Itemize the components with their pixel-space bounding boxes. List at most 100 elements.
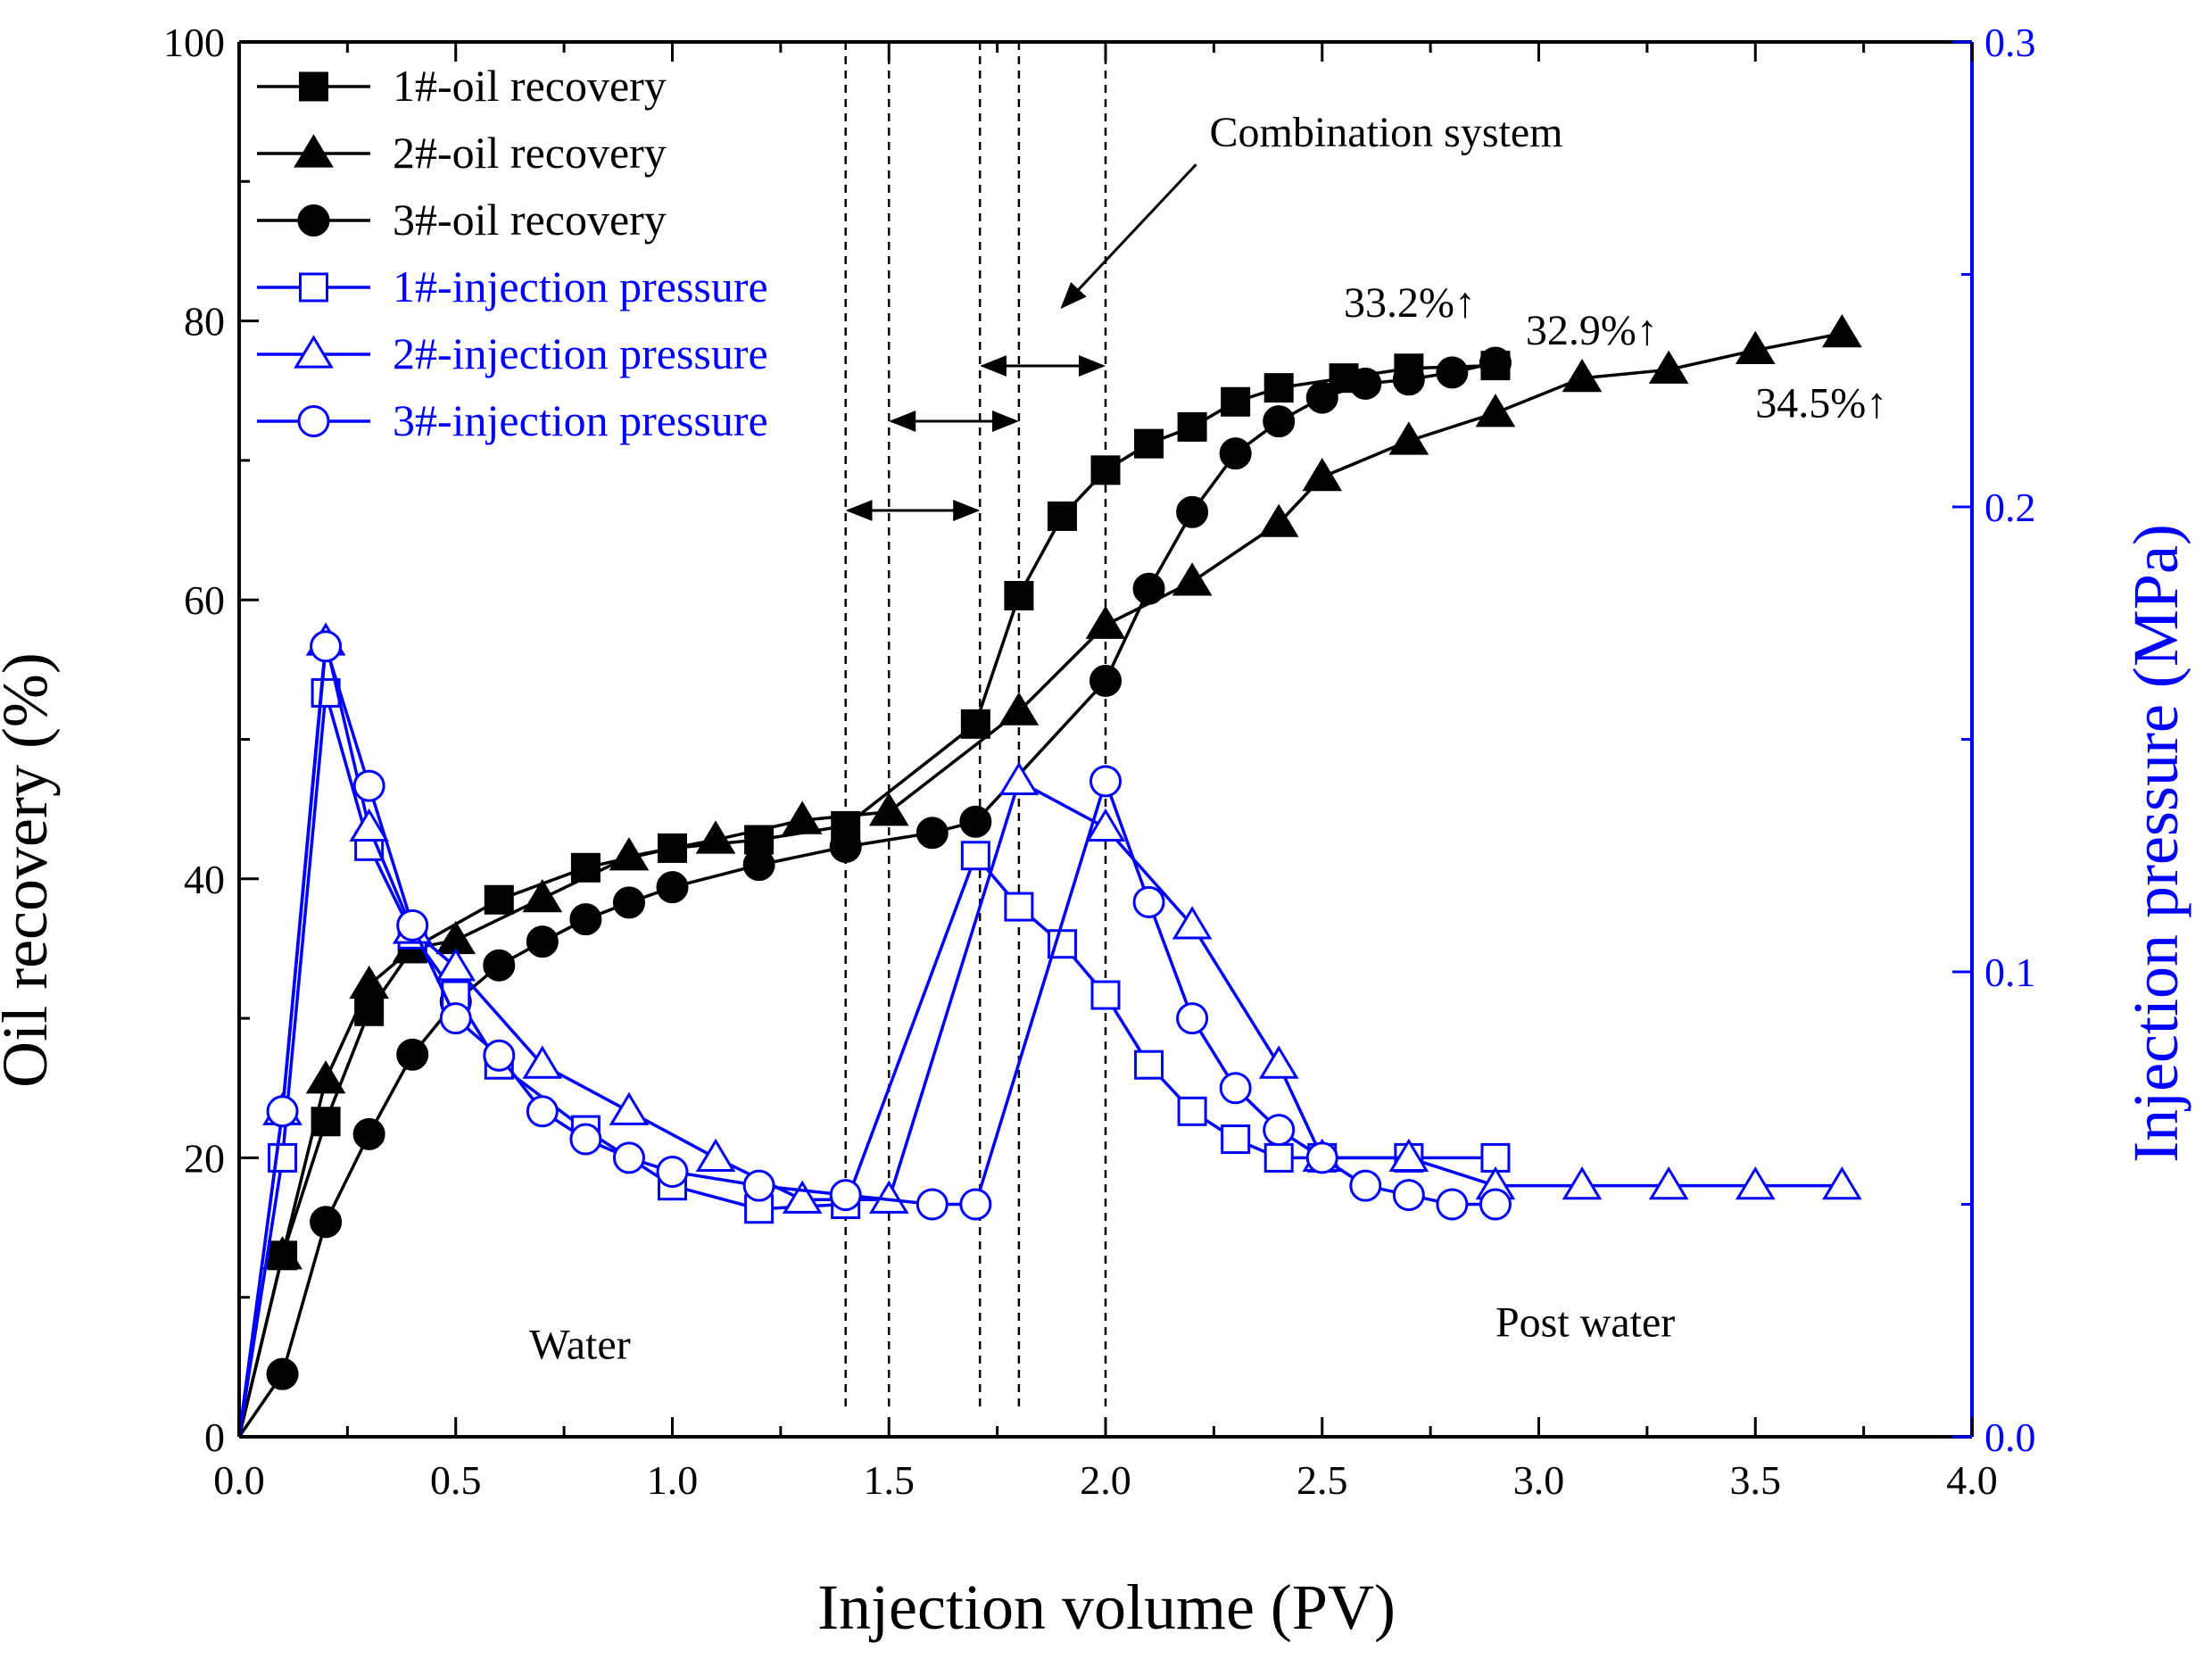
data-point (1475, 394, 1516, 427)
data-point (1089, 765, 1122, 798)
data-point (782, 1180, 823, 1214)
x-tick-label: 4.0 (1946, 1457, 1998, 1503)
series-line (237, 361, 1496, 1438)
data-point (484, 884, 514, 915)
data-point (266, 1357, 299, 1390)
data-point (1085, 808, 1126, 842)
data-point (526, 925, 559, 958)
data-point (1258, 1045, 1299, 1079)
x-tick-label: 2.5 (1297, 1457, 1348, 1503)
data-point (1004, 581, 1034, 611)
data-point (1221, 386, 1251, 417)
data-point (1219, 437, 1252, 470)
data-point (742, 849, 775, 882)
data-point (483, 1039, 516, 1072)
data-point (1388, 1138, 1429, 1172)
legend-entry: 2#-oil recovery (257, 128, 667, 178)
x-tick-label: 2.0 (1080, 1457, 1131, 1503)
data-point (1132, 885, 1165, 918)
data-point (1735, 330, 1776, 364)
legend-entry: 1#-oil recovery (257, 61, 667, 111)
annotation-label: 33.2%↑ (1344, 279, 1476, 327)
data-point (695, 1138, 736, 1172)
data-point (1090, 980, 1121, 1010)
y2-tick-label: 0.2 (1984, 485, 2036, 530)
data-point (310, 630, 343, 663)
legend-marker (294, 335, 334, 369)
data-point (522, 1045, 563, 1079)
data-point (960, 841, 990, 871)
data-point (1132, 572, 1165, 605)
series-6 (237, 630, 1512, 1438)
series-5 (237, 622, 1862, 1438)
y-tick-label: 20 (184, 1135, 225, 1181)
data-point (1822, 1165, 1862, 1200)
data-point (352, 1117, 385, 1150)
data-point (959, 805, 992, 838)
data-point (1349, 367, 1382, 400)
y-tick-label: 60 (184, 577, 225, 623)
x-tick-label: 1.0 (647, 1457, 699, 1503)
data-point (1822, 314, 1862, 348)
data-point (262, 1236, 302, 1270)
data-point (569, 903, 602, 936)
legend-marker (297, 204, 330, 236)
data-point (868, 792, 909, 826)
data-point (609, 837, 650, 871)
x-tick-label: 3.0 (1513, 1457, 1565, 1503)
annotation-arrow (1060, 163, 1197, 310)
legend-label: 2#-injection pressure (393, 328, 768, 378)
data-point (612, 1141, 645, 1174)
series-line (237, 363, 1496, 1438)
series-line (237, 331, 1843, 1438)
data-point (782, 800, 823, 834)
data-point (1089, 664, 1122, 697)
data-point (915, 1188, 949, 1221)
data-point (656, 1156, 689, 1189)
series-line (237, 641, 1843, 1438)
x-tick-label: 3.5 (1730, 1457, 1782, 1503)
data-point (1176, 1002, 1209, 1035)
data-point (1172, 906, 1213, 940)
annotation-label: Post water (1495, 1298, 1675, 1346)
legend-label: 3#-injection pressure (393, 395, 768, 445)
data-point (1562, 1165, 1603, 1200)
data-point (612, 886, 645, 919)
legend-entry: 3#-oil recovery (257, 195, 667, 245)
data-point (1479, 346, 1512, 379)
series-2 (237, 314, 1862, 1438)
vertical-guide-lines (844, 42, 1107, 1408)
data-point (1263, 1114, 1296, 1147)
series-line (237, 645, 1495, 1438)
data-point (1134, 428, 1164, 459)
data-point (1648, 350, 1689, 384)
y2-axis-label: Injection pressure (MPa) (2120, 524, 2191, 1163)
data-point (1479, 1188, 1512, 1221)
data-point (396, 1038, 429, 1071)
data-point (1263, 1142, 1294, 1173)
y-axis-label: Oil recovery (%) (0, 652, 61, 1088)
data-point (1172, 562, 1213, 596)
y-tick-label: 100 (163, 20, 225, 65)
legend-marker (299, 71, 328, 102)
legend-label: 1#-oil recovery (393, 61, 667, 111)
series-3 (237, 346, 1512, 1438)
data-point (1436, 356, 1469, 389)
y-tick-label: 80 (184, 299, 225, 344)
y2-tick-label: 0.0 (1984, 1414, 2036, 1460)
data-point (1219, 1072, 1252, 1105)
data-point (1221, 1124, 1251, 1155)
series-1 (237, 351, 1511, 1438)
data-point (1004, 892, 1034, 922)
legend-marker (297, 405, 330, 437)
data-point (829, 830, 862, 863)
data-point (1085, 605, 1126, 639)
data-point (998, 761, 1040, 795)
data-point (1177, 411, 1207, 442)
data-point (349, 808, 389, 842)
data-point (998, 692, 1040, 726)
data-point (1047, 501, 1077, 531)
legend-entry: 1#-injection pressure (257, 261, 768, 311)
data-point (1735, 1165, 1776, 1200)
